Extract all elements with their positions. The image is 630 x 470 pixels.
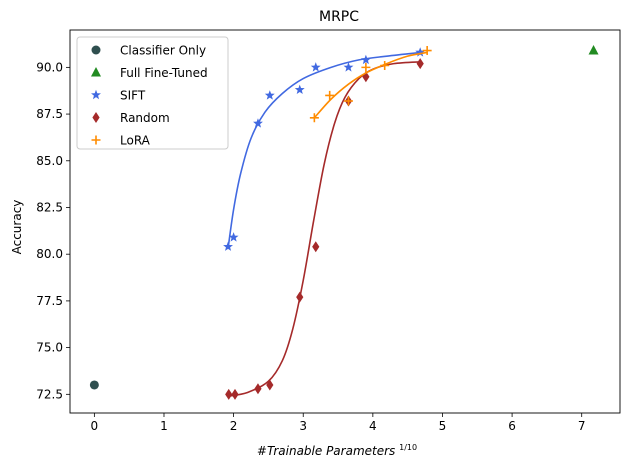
y-tick-label: 85.0 [36,154,63,168]
legend-marker-sift [91,89,101,100]
x-tick-label: 0 [91,419,99,433]
plot-frame [69,29,621,414]
point-sift [223,241,233,251]
point-random [296,291,304,303]
y-tick-label: 72.5 [36,387,63,401]
point-sift [310,62,321,72]
y-tick-label: 90.0 [36,60,63,74]
x-tick-label: 1 [160,419,168,433]
series-full-fine-tuned [588,45,599,55]
x-tick-label: 2 [230,419,238,433]
point-sift [360,54,371,65]
legend-marker-full-fine-tuned [91,67,101,77]
point-random [231,388,239,400]
point-sift [415,47,426,57]
point-sift [343,62,354,72]
point-random [266,379,274,391]
point-lora [380,60,390,70]
x-axis-label-exponent: 1/10 [399,443,417,452]
x-axis-label-text: #Trainable Parameters [257,444,395,458]
legend-label-classifier-only: Classifier Only [120,44,206,58]
y-axis-label: Accuracy [10,200,24,255]
series-lora [309,46,432,123]
x-axis: 0 1 2 3 4 5 6 7 [91,413,586,433]
x-axis-label: #Trainable Parameters 1/10 [257,443,417,458]
point-random [362,71,370,83]
point-full-fine-tuned [588,45,599,55]
point-random [225,388,233,400]
series-sift [223,47,426,251]
point-sift [253,118,263,128]
legend-label-sift: SIFT [120,89,146,103]
point-lora [343,96,353,106]
y-axis: 72.5 75.0 77.5 80.0 82.5 85.0 87.5 90.0 [36,60,70,401]
point-sift [264,90,275,100]
point-lora [309,113,319,123]
point-random [254,383,262,395]
y-tick-label: 75.0 [36,341,63,355]
point-lora [361,62,371,72]
plot-area [69,29,621,414]
point-lora [325,90,335,100]
x-tick-label: 7 [578,419,586,433]
legend-label-full-fine-tuned: Full Fine-Tuned [120,66,208,80]
x-tick-label: 5 [439,419,447,433]
x-tick-label: 4 [369,419,377,433]
series-classifier-only [89,380,99,390]
point-sift [228,232,239,242]
legend-marker-random [92,112,100,123]
legend: Classifier Only Full Fine-Tuned SIFT Random… [76,36,229,150]
legend-box [76,36,229,150]
point-random [312,241,320,253]
point-random [416,58,424,70]
legend-marker-classifier-only [91,45,101,55]
y-tick-label: 87.5 [36,107,63,121]
point-lora [422,46,432,56]
point-sift [294,84,305,94]
point-classifier-only [89,380,99,390]
legend-marker-lora [91,135,101,145]
x-tick-label: 3 [299,419,307,433]
legend-label-lora: LoRA [120,134,151,148]
legend-label-random: Random [120,111,170,125]
chart-title: MRPC [319,9,359,25]
x-tick-label: 6 [508,419,516,433]
y-tick-label: 80.0 [36,247,63,261]
fit-line-lora [313,51,428,119]
y-tick-label: 77.5 [36,294,63,308]
y-tick-label: 82.5 [36,200,63,214]
